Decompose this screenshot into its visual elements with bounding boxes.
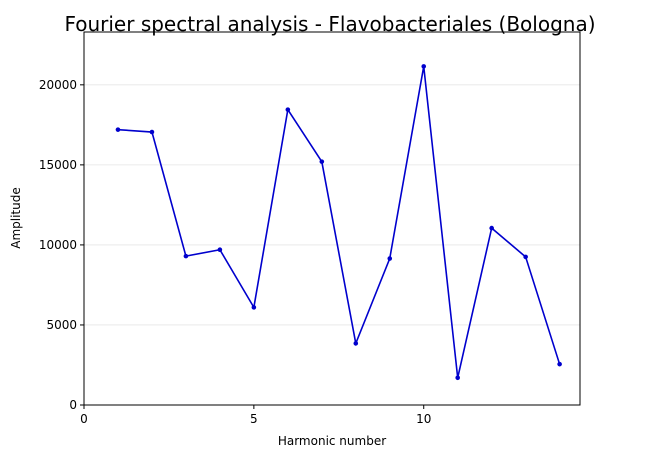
y-axis: 0 5000 10000 15000 20000 [39, 78, 84, 412]
y-tick-label: 20000 [39, 78, 77, 92]
data-point [319, 159, 325, 164]
data-point [489, 225, 494, 231]
x-axis: 0 5 10 [80, 405, 431, 426]
data-point [217, 247, 223, 253]
y-tick-label: 0 [69, 398, 77, 412]
data-point [387, 256, 393, 261]
plot-area [83, 31, 581, 406]
data-point [557, 361, 562, 367]
x-tick-label: 5 [250, 412, 258, 426]
grid [84, 84, 580, 406]
x-tick-label: 10 [416, 412, 431, 426]
data-point [149, 129, 155, 135]
y-tick-label: 10000 [39, 238, 77, 252]
data-point [285, 107, 291, 112]
series-group [115, 64, 562, 381]
x-tick-label: 0 [80, 412, 88, 426]
series-line [117, 66, 561, 378]
data-point [523, 254, 528, 260]
data-point [455, 375, 460, 381]
data-point [251, 305, 257, 310]
data-point [353, 341, 359, 346]
y-tick-label: 15000 [39, 158, 77, 172]
data-point [421, 64, 427, 69]
data-point [115, 127, 121, 132]
x-axis-label: Harmonic number [278, 434, 386, 448]
y-tick-label: 5000 [46, 318, 77, 332]
data-point [183, 253, 189, 259]
y-axis-label: Amplitude [9, 187, 23, 249]
